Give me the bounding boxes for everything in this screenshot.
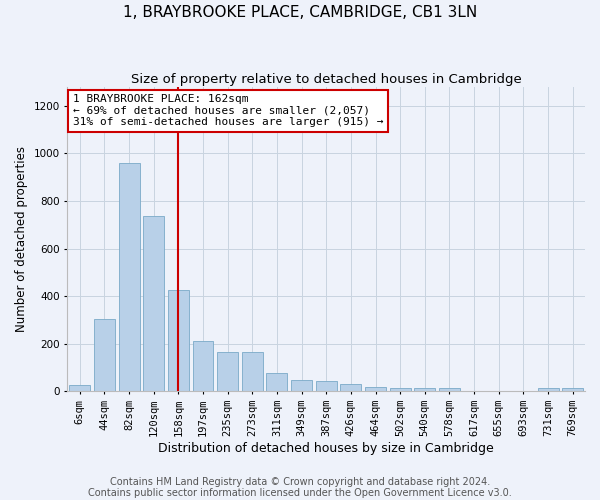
Text: 1 BRAYBROOKE PLACE: 162sqm
← 69% of detached houses are smaller (2,057)
31% of s: 1 BRAYBROOKE PLACE: 162sqm ← 69% of deta… <box>73 94 383 128</box>
Bar <box>538 388 559 392</box>
X-axis label: Distribution of detached houses by size in Cambridge: Distribution of detached houses by size … <box>158 442 494 455</box>
Title: Size of property relative to detached houses in Cambridge: Size of property relative to detached ho… <box>131 72 521 86</box>
Bar <box>242 352 263 392</box>
Bar <box>389 388 410 392</box>
Bar <box>168 290 189 392</box>
Bar <box>562 388 583 392</box>
Text: 1, BRAYBROOKE PLACE, CAMBRIDGE, CB1 3LN: 1, BRAYBROOKE PLACE, CAMBRIDGE, CB1 3LN <box>123 5 477 20</box>
Bar <box>69 386 90 392</box>
Y-axis label: Number of detached properties: Number of detached properties <box>15 146 28 332</box>
Bar <box>193 342 214 392</box>
Bar <box>340 384 361 392</box>
Text: Contains HM Land Registry data © Crown copyright and database right 2024.
Contai: Contains HM Land Registry data © Crown c… <box>88 477 512 498</box>
Bar <box>143 216 164 392</box>
Bar <box>119 163 140 392</box>
Bar <box>291 380 312 392</box>
Bar <box>439 388 460 392</box>
Bar <box>415 388 435 392</box>
Bar <box>94 318 115 392</box>
Bar <box>266 374 287 392</box>
Bar <box>365 386 386 392</box>
Bar <box>316 380 337 392</box>
Bar <box>217 352 238 392</box>
